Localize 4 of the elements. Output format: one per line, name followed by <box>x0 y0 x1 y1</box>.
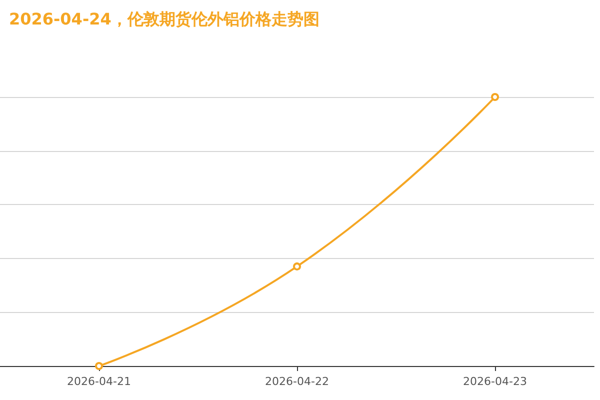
x-tick-label: 2026-04-21 <box>67 375 131 388</box>
chart-title: 2026-04-24，伦敦期货伦外铝价格走势图 <box>9 10 320 28</box>
x-tick-label: 2026-04-22 <box>265 375 329 388</box>
x-tick-label: 2026-04-23 <box>463 375 527 388</box>
